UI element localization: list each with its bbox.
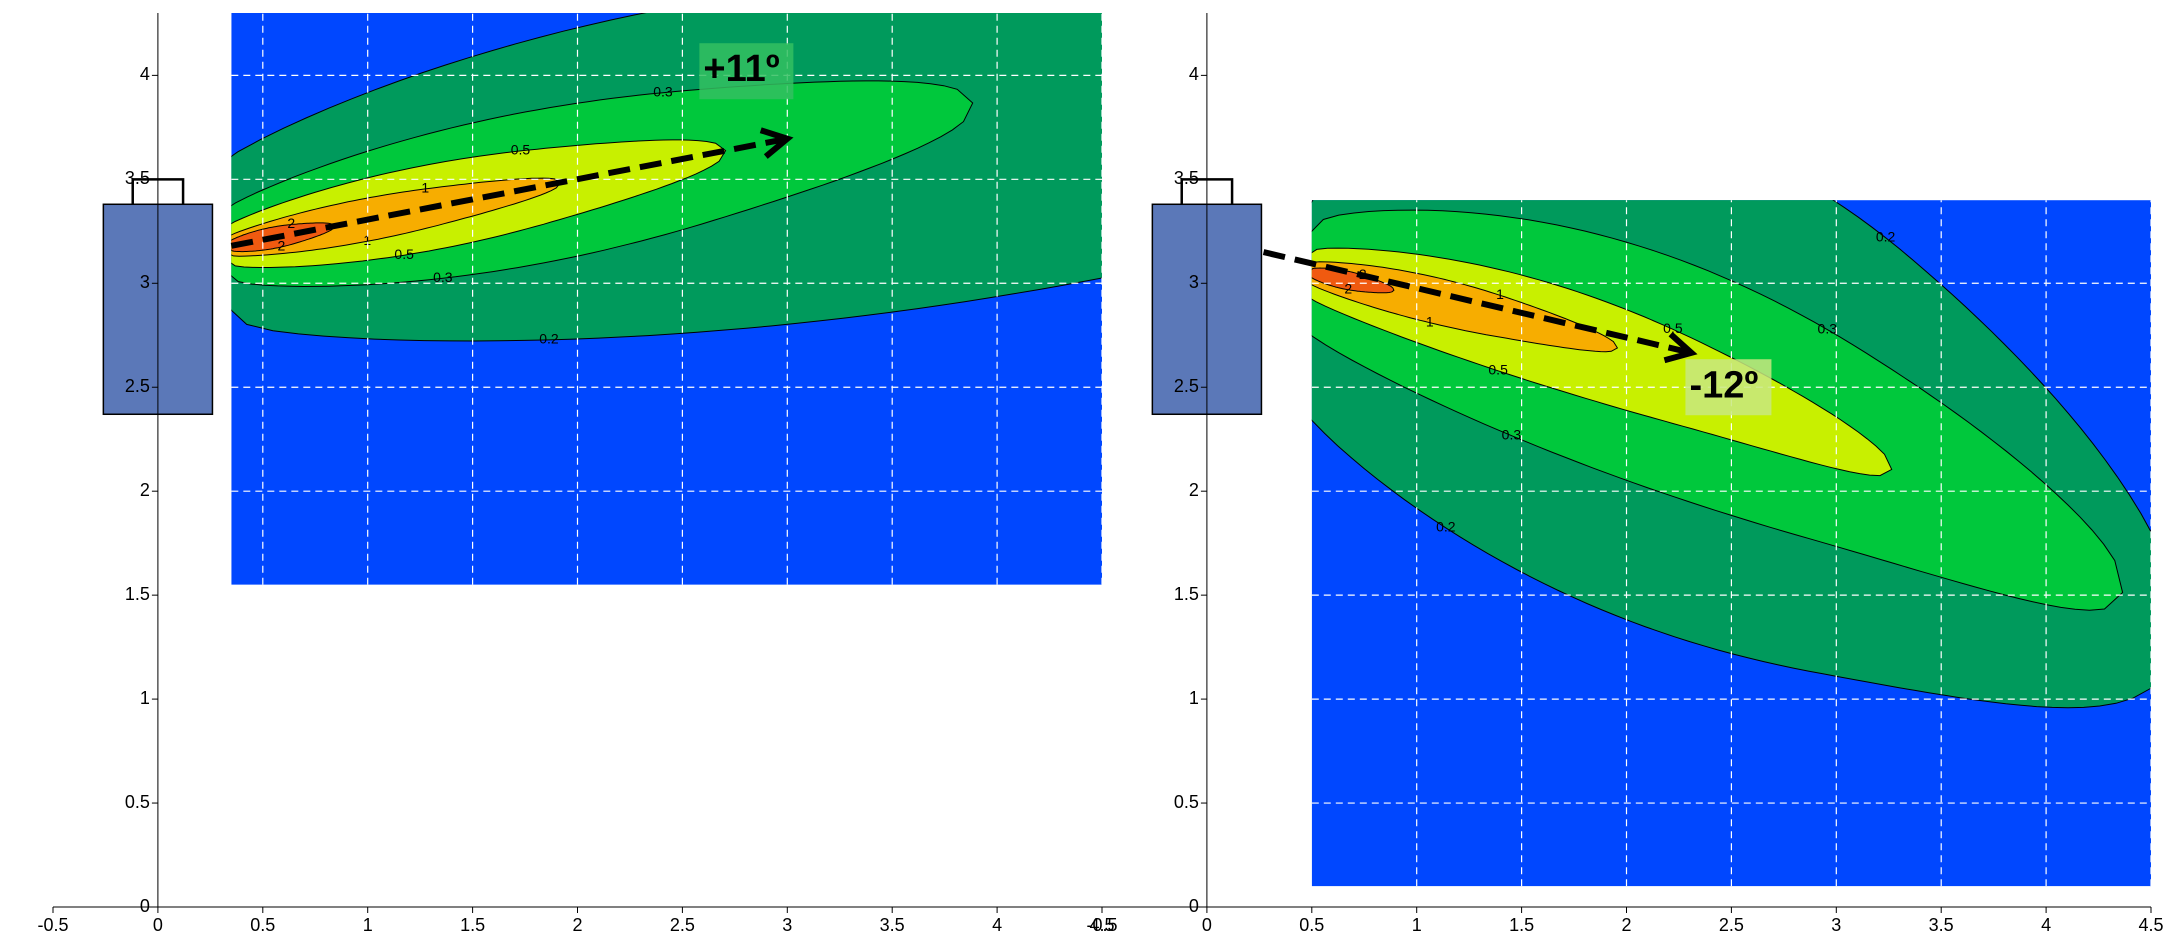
contour-label: 0.5 [511,142,531,158]
contour-label: 2 [287,215,295,231]
x-tick-label: -0.5 [37,915,68,935]
y-tick-label: 4 [1189,64,1199,84]
x-tick-label: 1.5 [460,915,485,935]
x-tick-label: 1 [1412,915,1422,935]
x-tick-label: 4.5 [2138,915,2163,935]
x-tick-label: 0.5 [1299,915,1324,935]
y-tick-label: 2.5 [125,376,150,396]
contour-label: 0.2 [1876,228,1896,244]
y-tick-label: 1 [140,688,150,708]
x-tick-label: 4 [992,915,1002,935]
figure: 0.20.20.30.30.50.51122+11º-0.500.511.522… [0,0,2179,941]
y-tick-label: 3 [140,272,150,292]
y-tick-label: 3.5 [125,168,150,188]
x-tick-label: 3 [1831,915,1841,935]
y-tick-label: 2.5 [1174,376,1199,396]
y-tick-label: 0.5 [1174,792,1199,812]
y-tick-label: 3.5 [1174,168,1199,188]
x-tick-label: -0.5 [1086,915,1117,935]
annotation: -12º [1689,364,1758,406]
y-tick-label: 0 [1189,896,1199,916]
y-tick-label: 2 [140,480,150,500]
contour-label: 2 [278,238,286,254]
contour-label: 0.3 [1502,426,1522,442]
contour-label: 0.3 [1818,320,1838,336]
x-tick-label: 1 [363,915,373,935]
x-tick-label: 0.5 [250,915,275,935]
x-tick-label: 2 [1621,915,1631,935]
y-tick-label: 2 [1189,480,1199,500]
contour-label: 0.5 [1488,362,1508,378]
x-tick-label: 4 [2041,915,2051,935]
y-tick-label: 0.5 [125,792,150,812]
contour-label: 0.2 [1436,519,1456,535]
contour-label: 1 [1496,286,1504,302]
y-tick-label: 1.5 [1174,584,1199,604]
contour-label: 0.2 [539,331,559,347]
y-tick-label: 4 [140,64,150,84]
y-tick-label: 1 [1189,688,1199,708]
x-tick-label: 2.5 [670,915,695,935]
y-tick-label: 1.5 [125,584,150,604]
x-tick-label: 0 [1202,915,1212,935]
x-tick-label: 2 [572,915,582,935]
contour-label: 0.3 [433,269,453,285]
contour-label: 0.5 [394,246,414,262]
contour-label: 1 [1426,313,1434,329]
contour-label: 0.3 [653,83,673,99]
y-tick-label: 3 [1189,272,1199,292]
x-tick-label: 2.5 [1719,915,1744,935]
x-tick-label: 3.5 [880,915,905,935]
x-tick-label: 0 [153,915,163,935]
contour-label: 1 [421,180,429,196]
x-tick-label: 3 [782,915,792,935]
x-tick-label: 3.5 [1929,915,1954,935]
x-tick-label: 1.5 [1509,915,1534,935]
annotation: +11º [703,48,779,90]
y-tick-label: 0 [140,896,150,916]
